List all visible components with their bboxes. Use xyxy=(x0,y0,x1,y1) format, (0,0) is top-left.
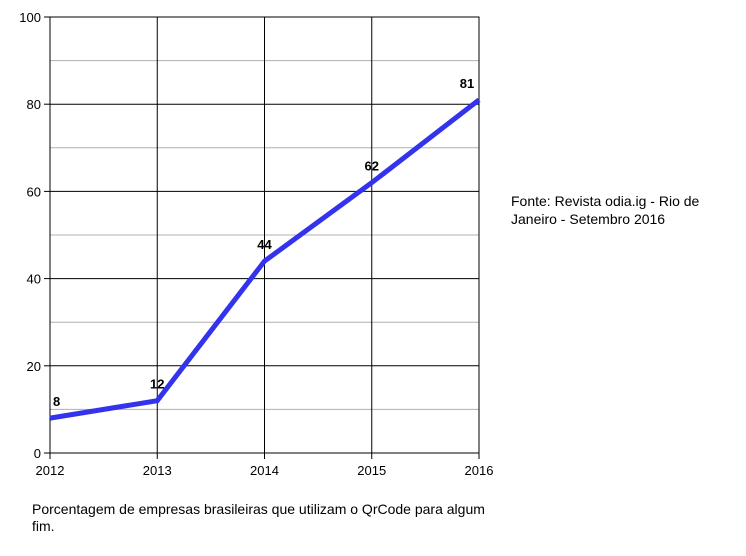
x-tick-label: 2013 xyxy=(143,463,172,478)
chart-caption: Porcentagem de empresas brasileiras que … xyxy=(32,501,485,534)
y-tick-label: 80 xyxy=(27,97,41,112)
y-tick-label: 60 xyxy=(27,184,41,199)
y-tick-label: 0 xyxy=(34,446,41,461)
data-labels: 8 12 44 62 81 xyxy=(53,76,474,409)
data-label: 62 xyxy=(365,159,379,174)
y-tick-label: 20 xyxy=(27,359,41,374)
x-tick-label: 2014 xyxy=(250,463,279,478)
data-label: 12 xyxy=(150,377,164,392)
x-tick-label: 2016 xyxy=(465,463,494,478)
chart-grid xyxy=(50,17,480,453)
source-note: Fonte: Revista odia.ig - Rio de Janeiro … xyxy=(511,193,700,227)
series-group xyxy=(49,97,481,421)
chart-axes xyxy=(44,16,480,459)
data-label: 8 xyxy=(53,394,60,409)
y-tick-labels: 0 20 40 60 80 100 xyxy=(19,10,41,461)
x-tick-label: 2015 xyxy=(357,463,386,478)
data-label: 44 xyxy=(257,237,272,252)
y-tick-label: 100 xyxy=(19,10,41,25)
x-tick-labels: 2012 2013 2014 2015 2016 xyxy=(36,463,494,478)
series-line xyxy=(49,97,481,421)
data-label: 81 xyxy=(460,76,474,91)
x-tick-label: 2012 xyxy=(36,463,65,478)
y-tick-label: 40 xyxy=(27,272,41,287)
line-chart: 0 20 40 60 80 100 2012 2013 2014 2015 2016 8 12 44 6… xyxy=(19,10,494,478)
